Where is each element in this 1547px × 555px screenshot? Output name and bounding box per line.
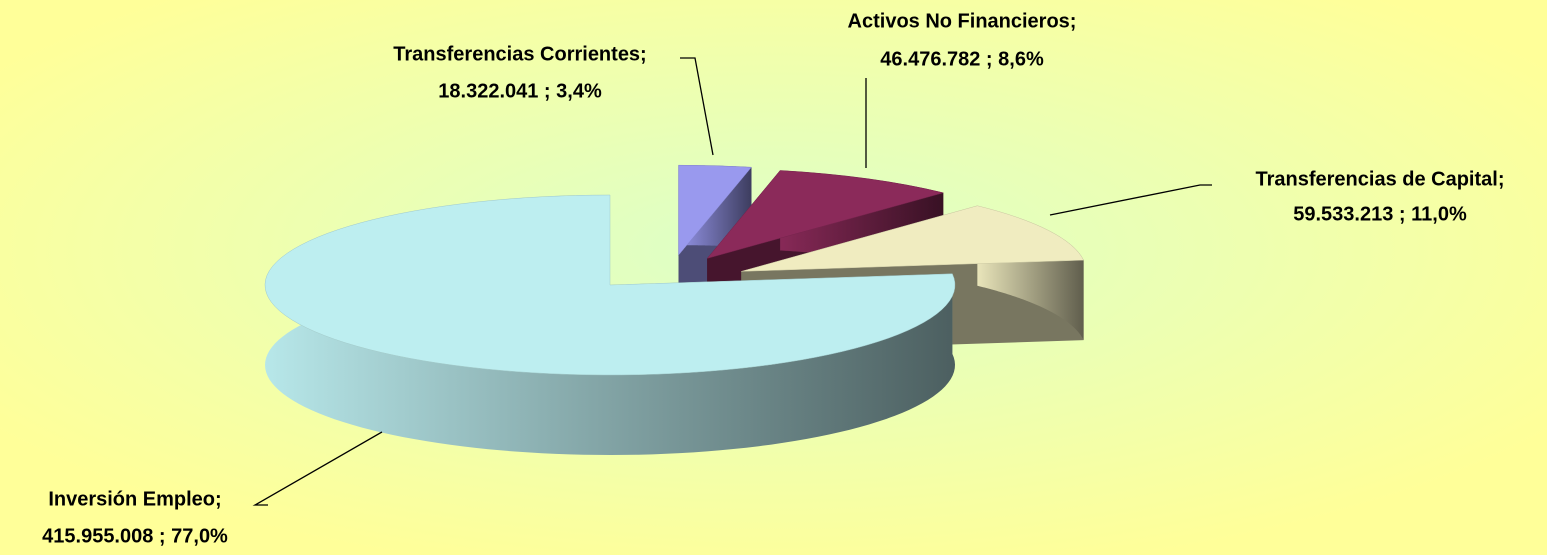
slice-top [678, 164, 752, 256]
slice-top [264, 194, 956, 376]
slice-value-label: 46.476.782 ; 8,6% [880, 48, 1044, 70]
slice-label: Inversión Empleo; [48, 488, 221, 510]
slice-label: Transferencias Corrientes; [393, 43, 646, 65]
slice-value-label: 18.322.041 ; 3,4% [438, 80, 602, 102]
slice [264, 194, 956, 455]
slice-top [706, 170, 945, 259]
slice-value-label: 415.955.008 ; 77,0% [42, 525, 228, 547]
slice-label: Activos No Financieros; [848, 10, 1077, 32]
slice-label: Transferencias de Capital; [1256, 168, 1505, 190]
slice-top [741, 205, 1084, 272]
slice-value-label: 59.533.213 ; 11,0% [1293, 203, 1467, 225]
pie [264, 164, 1084, 455]
leader-line [680, 57, 714, 156]
leader-line [252, 431, 383, 506]
leader-line [1049, 184, 1212, 216]
